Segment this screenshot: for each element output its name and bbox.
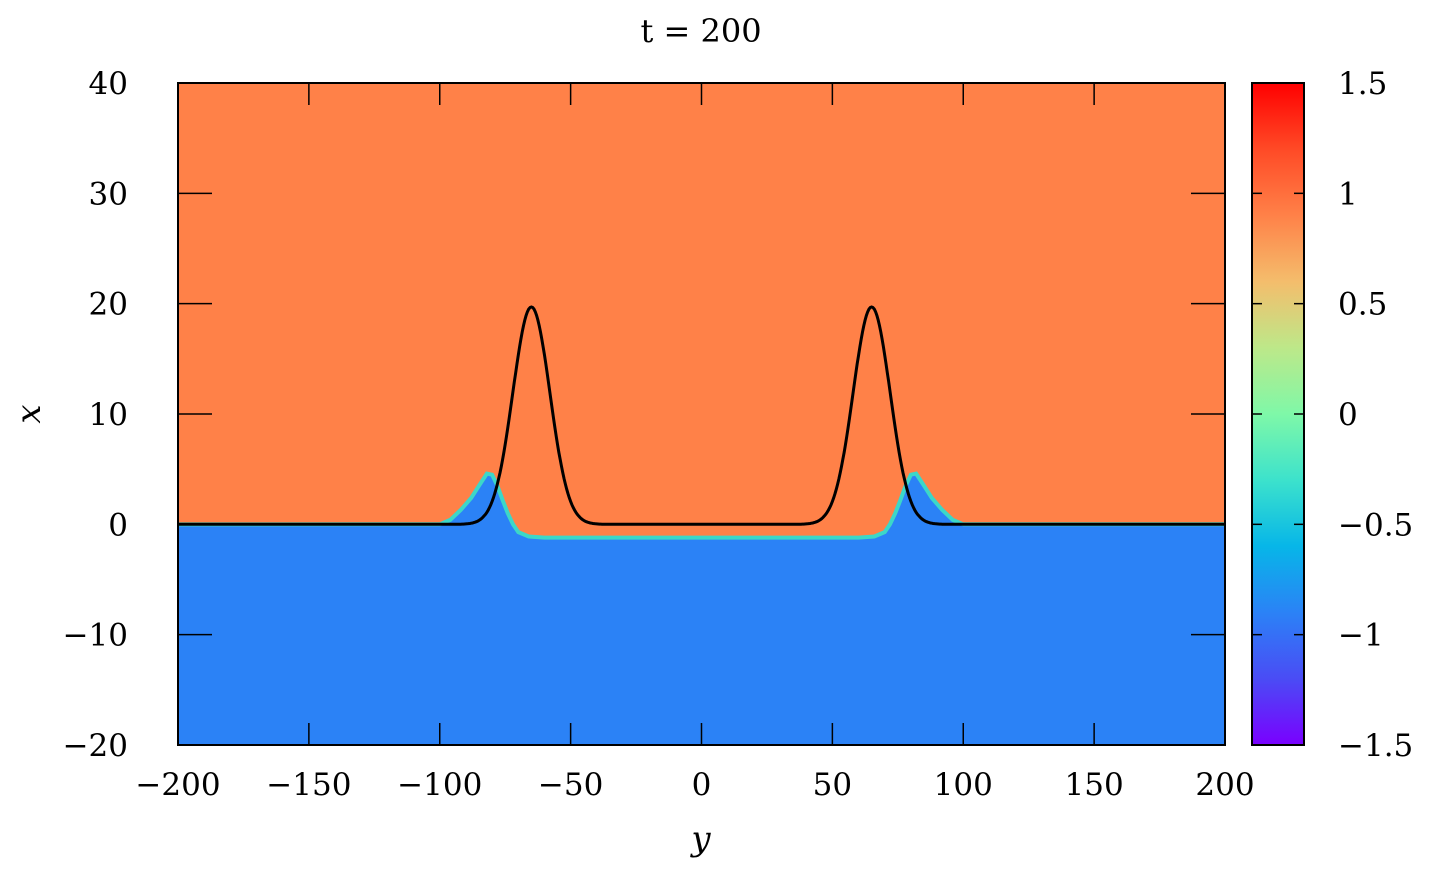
y-tick-label: −10: [63, 618, 128, 654]
y-tick-label: 20: [89, 287, 128, 323]
lower-region: [178, 473, 1225, 745]
x-tick-label: −100: [397, 767, 482, 803]
colorbar-tick-label: 0.5: [1338, 287, 1387, 323]
series-curve: [178, 305, 1225, 526]
y-axis-title: x: [9, 404, 49, 423]
colorbar-tick-label: 1: [1338, 176, 1358, 212]
x-axis: −200 −150 −100 −50 0 50 100 150 200: [135, 83, 1255, 803]
x-axis-title: y: [689, 819, 711, 859]
colorbar-ticks: −1.5 −1 −0.5 0 0.5 1 1.5: [1252, 66, 1413, 764]
x-tick-label: −50: [538, 767, 603, 803]
x-tick-label: −200: [135, 767, 220, 803]
colorbar-tick-label: −1: [1338, 618, 1384, 654]
colorbar: −1.5 −1 −0.5 0 0.5 1 1.5: [1251, 66, 1413, 764]
x-tick-label: 0: [692, 767, 712, 803]
y-tick-label: 0: [108, 507, 128, 543]
y-tick-label: −20: [63, 728, 128, 764]
colorbar-tick-label: −0.5: [1338, 507, 1413, 543]
y-tick-label: 40: [89, 66, 128, 102]
x-tick-label: 100: [934, 767, 993, 803]
colorbar-tick-label: 0: [1338, 397, 1358, 433]
x-tick-label: 50: [813, 767, 852, 803]
y-axis: −20 −10 0 10 20 30 40: [63, 66, 1225, 764]
interface-line: [178, 471, 1225, 540]
x-tick-label: 200: [1195, 767, 1254, 803]
x-tick-label: 150: [1065, 767, 1124, 803]
y-tick-label: 10: [89, 397, 128, 433]
x-tick-label: −150: [266, 767, 351, 803]
plot-area: [178, 83, 1225, 745]
colorbar-tick-label: −1.5: [1338, 728, 1413, 764]
chart-title: t = 200: [640, 12, 761, 50]
y-tick-label: 30: [89, 176, 128, 212]
colorbar-tick-label: 1.5: [1338, 66, 1387, 102]
